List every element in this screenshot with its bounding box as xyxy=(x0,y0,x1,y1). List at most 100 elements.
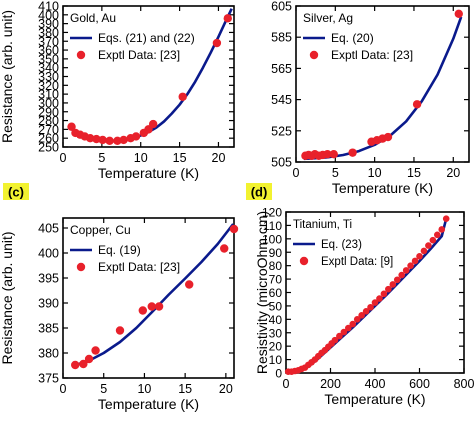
data-point xyxy=(92,134,101,144)
panel-title: Gold, Au xyxy=(70,11,116,25)
data-point xyxy=(178,92,187,101)
data-point xyxy=(398,271,406,279)
x-axis-title: Temperature (K) xyxy=(324,391,425,407)
x-tick-label: 800 xyxy=(454,377,474,391)
y-tick-label: 410 xyxy=(38,0,59,14)
x-tick-label: 400 xyxy=(365,377,386,391)
x-tick-label: 0 xyxy=(60,151,67,165)
x-tick-label: 5 xyxy=(332,166,339,180)
y-tick-label: 90 xyxy=(269,246,283,260)
panel-tag-label: (c) xyxy=(8,185,24,200)
y-tick-label: 395 xyxy=(38,272,59,286)
series-line-1 xyxy=(285,218,448,373)
data-point xyxy=(212,38,222,48)
x-tick-label: 0 xyxy=(283,377,290,391)
y-tick-label: 100 xyxy=(262,232,282,246)
legend: Eq. (23) Exptl Data: [9] xyxy=(293,239,393,268)
panel-tag-highlight xyxy=(3,183,29,200)
data-point xyxy=(371,299,379,306)
y-tick-label: 270 xyxy=(38,123,59,137)
panel-tag: (c) xyxy=(3,183,29,200)
data-point xyxy=(442,215,450,223)
data-point xyxy=(393,276,401,284)
legend: Eq. (19) Exptl Data: [23] xyxy=(70,243,180,274)
data-point xyxy=(119,135,128,145)
data-point xyxy=(416,252,423,260)
data-point xyxy=(223,14,232,23)
panel-tag-highlight xyxy=(246,183,272,200)
y-tick-label: 280 xyxy=(38,114,59,128)
y-tick-label: 525 xyxy=(271,124,292,138)
data-point xyxy=(154,302,164,311)
y-tick-label: 340 xyxy=(38,61,59,75)
data-point xyxy=(438,226,446,233)
legend: Eq. (20) Exptl Data: [23] xyxy=(303,31,413,62)
data-point xyxy=(105,136,114,146)
y-tick-label: 60 xyxy=(269,286,283,300)
data-point xyxy=(380,290,388,298)
y-tick-label: 545 xyxy=(271,93,292,107)
y-tick-label: 40 xyxy=(269,313,283,327)
x-axis-title: Temperature (K) xyxy=(98,396,199,412)
data-point xyxy=(389,281,397,288)
y-tick-label: 350 xyxy=(38,52,59,66)
data-point xyxy=(148,119,158,129)
x-tick-label: 10 xyxy=(134,151,148,165)
x-tick-label: 10 xyxy=(368,166,382,180)
data-point xyxy=(329,150,338,159)
y-tick-label: 380 xyxy=(38,26,59,40)
series-points xyxy=(67,14,232,146)
y-tick-label: 290 xyxy=(38,105,59,119)
data-point xyxy=(429,236,437,244)
panel-title: Copper, Cu xyxy=(70,223,131,237)
data-point xyxy=(115,326,125,335)
y-tick-label: 405 xyxy=(38,222,59,236)
data-point xyxy=(79,359,88,369)
data-point xyxy=(98,135,107,145)
legend-entry-data: Exptl Data: [23] xyxy=(331,48,413,62)
series-points xyxy=(284,215,450,375)
x-tick-label: 15 xyxy=(407,166,421,180)
panel-title: Titanium, Ti xyxy=(293,219,352,231)
data-point xyxy=(353,316,361,323)
y-tick-label: 110 xyxy=(263,219,282,233)
y-tick-label: 390 xyxy=(38,17,59,31)
data-point xyxy=(407,262,414,269)
data-point xyxy=(113,136,122,146)
data-point xyxy=(383,132,393,142)
x-tick-label: 0 xyxy=(293,166,300,180)
data-point xyxy=(358,312,365,319)
data-point xyxy=(86,133,95,143)
x-axis-title: Temperature (K) xyxy=(332,180,433,196)
y-tick-label: 565 xyxy=(271,62,292,76)
y-tick-label: 0 xyxy=(275,367,282,381)
data-point xyxy=(349,320,357,328)
chart-panel-3: 375 380 385 390 395 400 405 0 5 10 15 20 Temperature… xyxy=(0,183,239,412)
x-tick-label: 5 xyxy=(98,151,105,165)
y-tick-label: 370 xyxy=(38,35,59,49)
data-point xyxy=(323,150,332,159)
data-point xyxy=(376,295,383,302)
y-axis-title: Resistance (arb. unit) xyxy=(0,231,15,364)
panel-tag: (d) xyxy=(246,183,272,200)
data-point xyxy=(402,267,410,274)
y-tick-label: 260 xyxy=(38,132,59,146)
legend-entry-data: Exptl Data: [23] xyxy=(98,48,180,62)
data-point xyxy=(385,285,392,293)
y-tick-label: 70 xyxy=(269,273,283,287)
x-tick-label: 20 xyxy=(446,166,460,180)
chart-panel-1: 2502602702802903003103203303403503603703… xyxy=(0,0,235,181)
legend-entry-data: Exptl Data: [23] xyxy=(98,260,180,274)
data-point xyxy=(67,122,76,131)
data-point xyxy=(412,100,422,109)
legend: Eqs. (21) and (22) Exptl Data: [23] xyxy=(70,31,195,62)
data-point xyxy=(345,324,352,332)
panel-tag-label: (d) xyxy=(251,185,268,200)
x-tick-label: 5 xyxy=(100,382,107,396)
x-tick-label: 20 xyxy=(219,382,233,396)
legend-entry-data: Exptl Data: [9] xyxy=(321,256,393,268)
y-tick-label: 330 xyxy=(38,70,59,84)
series-points xyxy=(71,224,239,370)
chart-panel-2: 505 525 545 565 585 605 0 5 10 15 20 Temperature (K… xyxy=(271,0,470,196)
y-tick-label: 605 xyxy=(271,0,292,14)
